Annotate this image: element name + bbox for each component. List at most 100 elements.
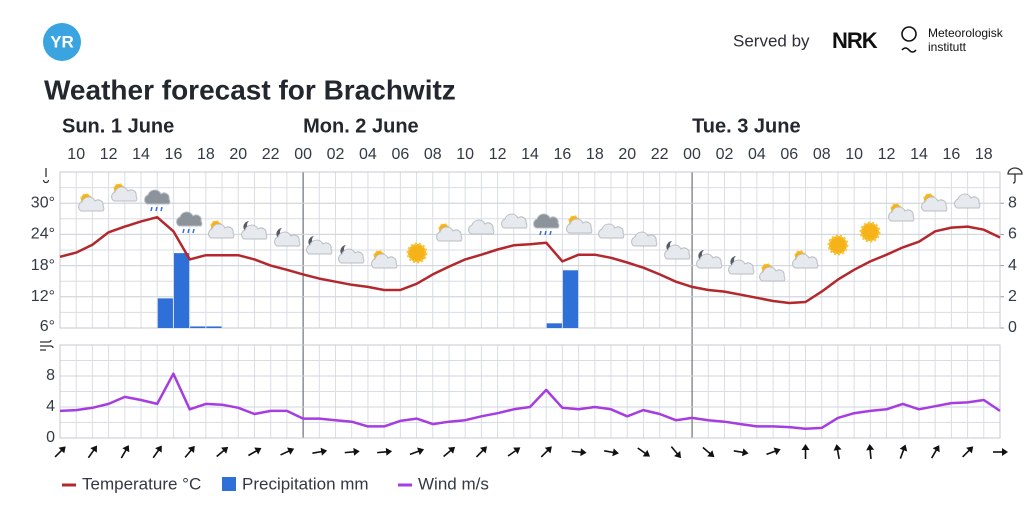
rain-drop — [549, 230, 552, 236]
rain-drop — [192, 228, 195, 234]
wind-arrow-head — [674, 450, 682, 459]
hour-label: 14 — [910, 146, 928, 163]
wind-arrow — [377, 447, 393, 456]
wind-arrow-head — [741, 448, 749, 457]
wind-arrow-head — [833, 444, 842, 451]
wind-arrow — [899, 444, 908, 459]
cloud — [759, 266, 786, 282]
cloud — [728, 259, 755, 275]
rain-drop — [155, 206, 158, 212]
legend-label: Wind m/s — [418, 474, 489, 493]
rain-drop — [187, 228, 190, 234]
wind-arrow — [930, 445, 940, 459]
wind-arrow-head — [353, 447, 360, 456]
wind-arrow-head — [320, 447, 328, 456]
precip-bar — [546, 323, 562, 328]
wind-arrow — [801, 444, 810, 459]
hour-label: 06 — [391, 146, 409, 163]
wind-arrow — [443, 446, 456, 458]
wind-arrow — [216, 446, 229, 458]
hour-label: 02 — [716, 146, 734, 163]
cloud — [792, 253, 819, 269]
wind-arrow — [604, 448, 619, 457]
met-name-2: institutt — [928, 40, 967, 54]
weather-icon — [859, 221, 881, 243]
wind-arrow — [280, 447, 295, 456]
hour-label: 04 — [748, 146, 766, 163]
hour-label: 16 — [942, 146, 960, 163]
wind-arrow-head — [966, 446, 974, 454]
cloud — [78, 196, 105, 212]
served-by: Served by — [733, 31, 810, 50]
wind-arrow — [540, 446, 552, 458]
hour-label: 18 — [197, 146, 215, 163]
wind-arrow — [962, 446, 974, 458]
wind-arrow-head — [155, 445, 162, 453]
precip-bar — [190, 326, 206, 328]
day-label: Tue. 3 June — [692, 115, 801, 137]
temp-tick-label: 18° — [31, 257, 55, 274]
precip-tick-label: 0 — [1008, 319, 1017, 336]
weather-icon — [111, 183, 138, 202]
cloud — [144, 189, 171, 205]
wind-arrow — [409, 447, 425, 456]
wind-arrow — [833, 444, 842, 460]
cloud — [208, 223, 235, 239]
thermometer-icon — [42, 168, 50, 184]
wind-arrow-head — [287, 447, 295, 455]
cloud — [533, 213, 560, 229]
wind-arrow — [344, 447, 360, 456]
wind-arrow-head — [801, 444, 810, 450]
rain-drop — [150, 206, 153, 212]
weather-icon — [631, 231, 658, 247]
weather-icon — [728, 256, 755, 275]
hour-label: 10 — [67, 146, 85, 163]
cloud — [921, 196, 948, 212]
precip-bar — [562, 270, 579, 328]
wind-arrow-head — [899, 444, 908, 452]
met-logo-circle — [901, 26, 917, 42]
wind-icon — [40, 339, 54, 351]
weather-icon — [436, 223, 463, 242]
legend-label: Precipitation mm — [242, 474, 369, 493]
wind-arrow — [184, 445, 195, 458]
cloud — [436, 226, 463, 242]
weather-icon — [696, 250, 723, 269]
hour-label: 08 — [424, 146, 442, 163]
wind-arrow-head — [642, 449, 651, 457]
cloud — [306, 239, 333, 255]
day-label: Mon. 2 June — [303, 115, 419, 137]
weather-icon — [241, 221, 268, 240]
weather-icon — [208, 220, 235, 239]
met-logo-wave — [901, 47, 917, 53]
wind-arrow — [866, 444, 875, 460]
weather-icon — [406, 242, 428, 264]
cloud — [696, 253, 723, 269]
weather-icon — [501, 213, 528, 229]
weather-icon — [468, 219, 495, 235]
hour-label: 14 — [132, 146, 150, 163]
hour-label: 22 — [262, 146, 280, 163]
plot-area: 10 12 14 16 18 20 22 00 02 04 06 08 10 12 14 16 18 20 22 00… — [31, 115, 1017, 493]
wind-tick-label: 8 — [46, 367, 55, 384]
wind-arrow — [152, 445, 162, 459]
weather-icon — [533, 213, 560, 236]
precip-tick-label: 8 — [1008, 194, 1017, 211]
hour-label: 08 — [813, 146, 831, 163]
wind-arrow-head — [447, 446, 456, 454]
legend-swatch — [222, 477, 236, 491]
hour-label: 18 — [586, 146, 604, 163]
hour-label: 16 — [165, 146, 183, 163]
wind-arrow-head — [479, 446, 488, 454]
wind-arrow-head — [58, 446, 66, 454]
weather-icon — [78, 193, 105, 212]
wind-arrow — [248, 447, 262, 457]
wind-arrow-head — [254, 447, 262, 455]
wind-arrow — [766, 447, 781, 456]
cloud — [501, 213, 528, 229]
cloud — [888, 206, 915, 222]
wind-arrow — [54, 446, 66, 458]
cloud — [371, 253, 398, 269]
weather-icon — [598, 223, 625, 239]
line-series — [59, 215, 1001, 305]
